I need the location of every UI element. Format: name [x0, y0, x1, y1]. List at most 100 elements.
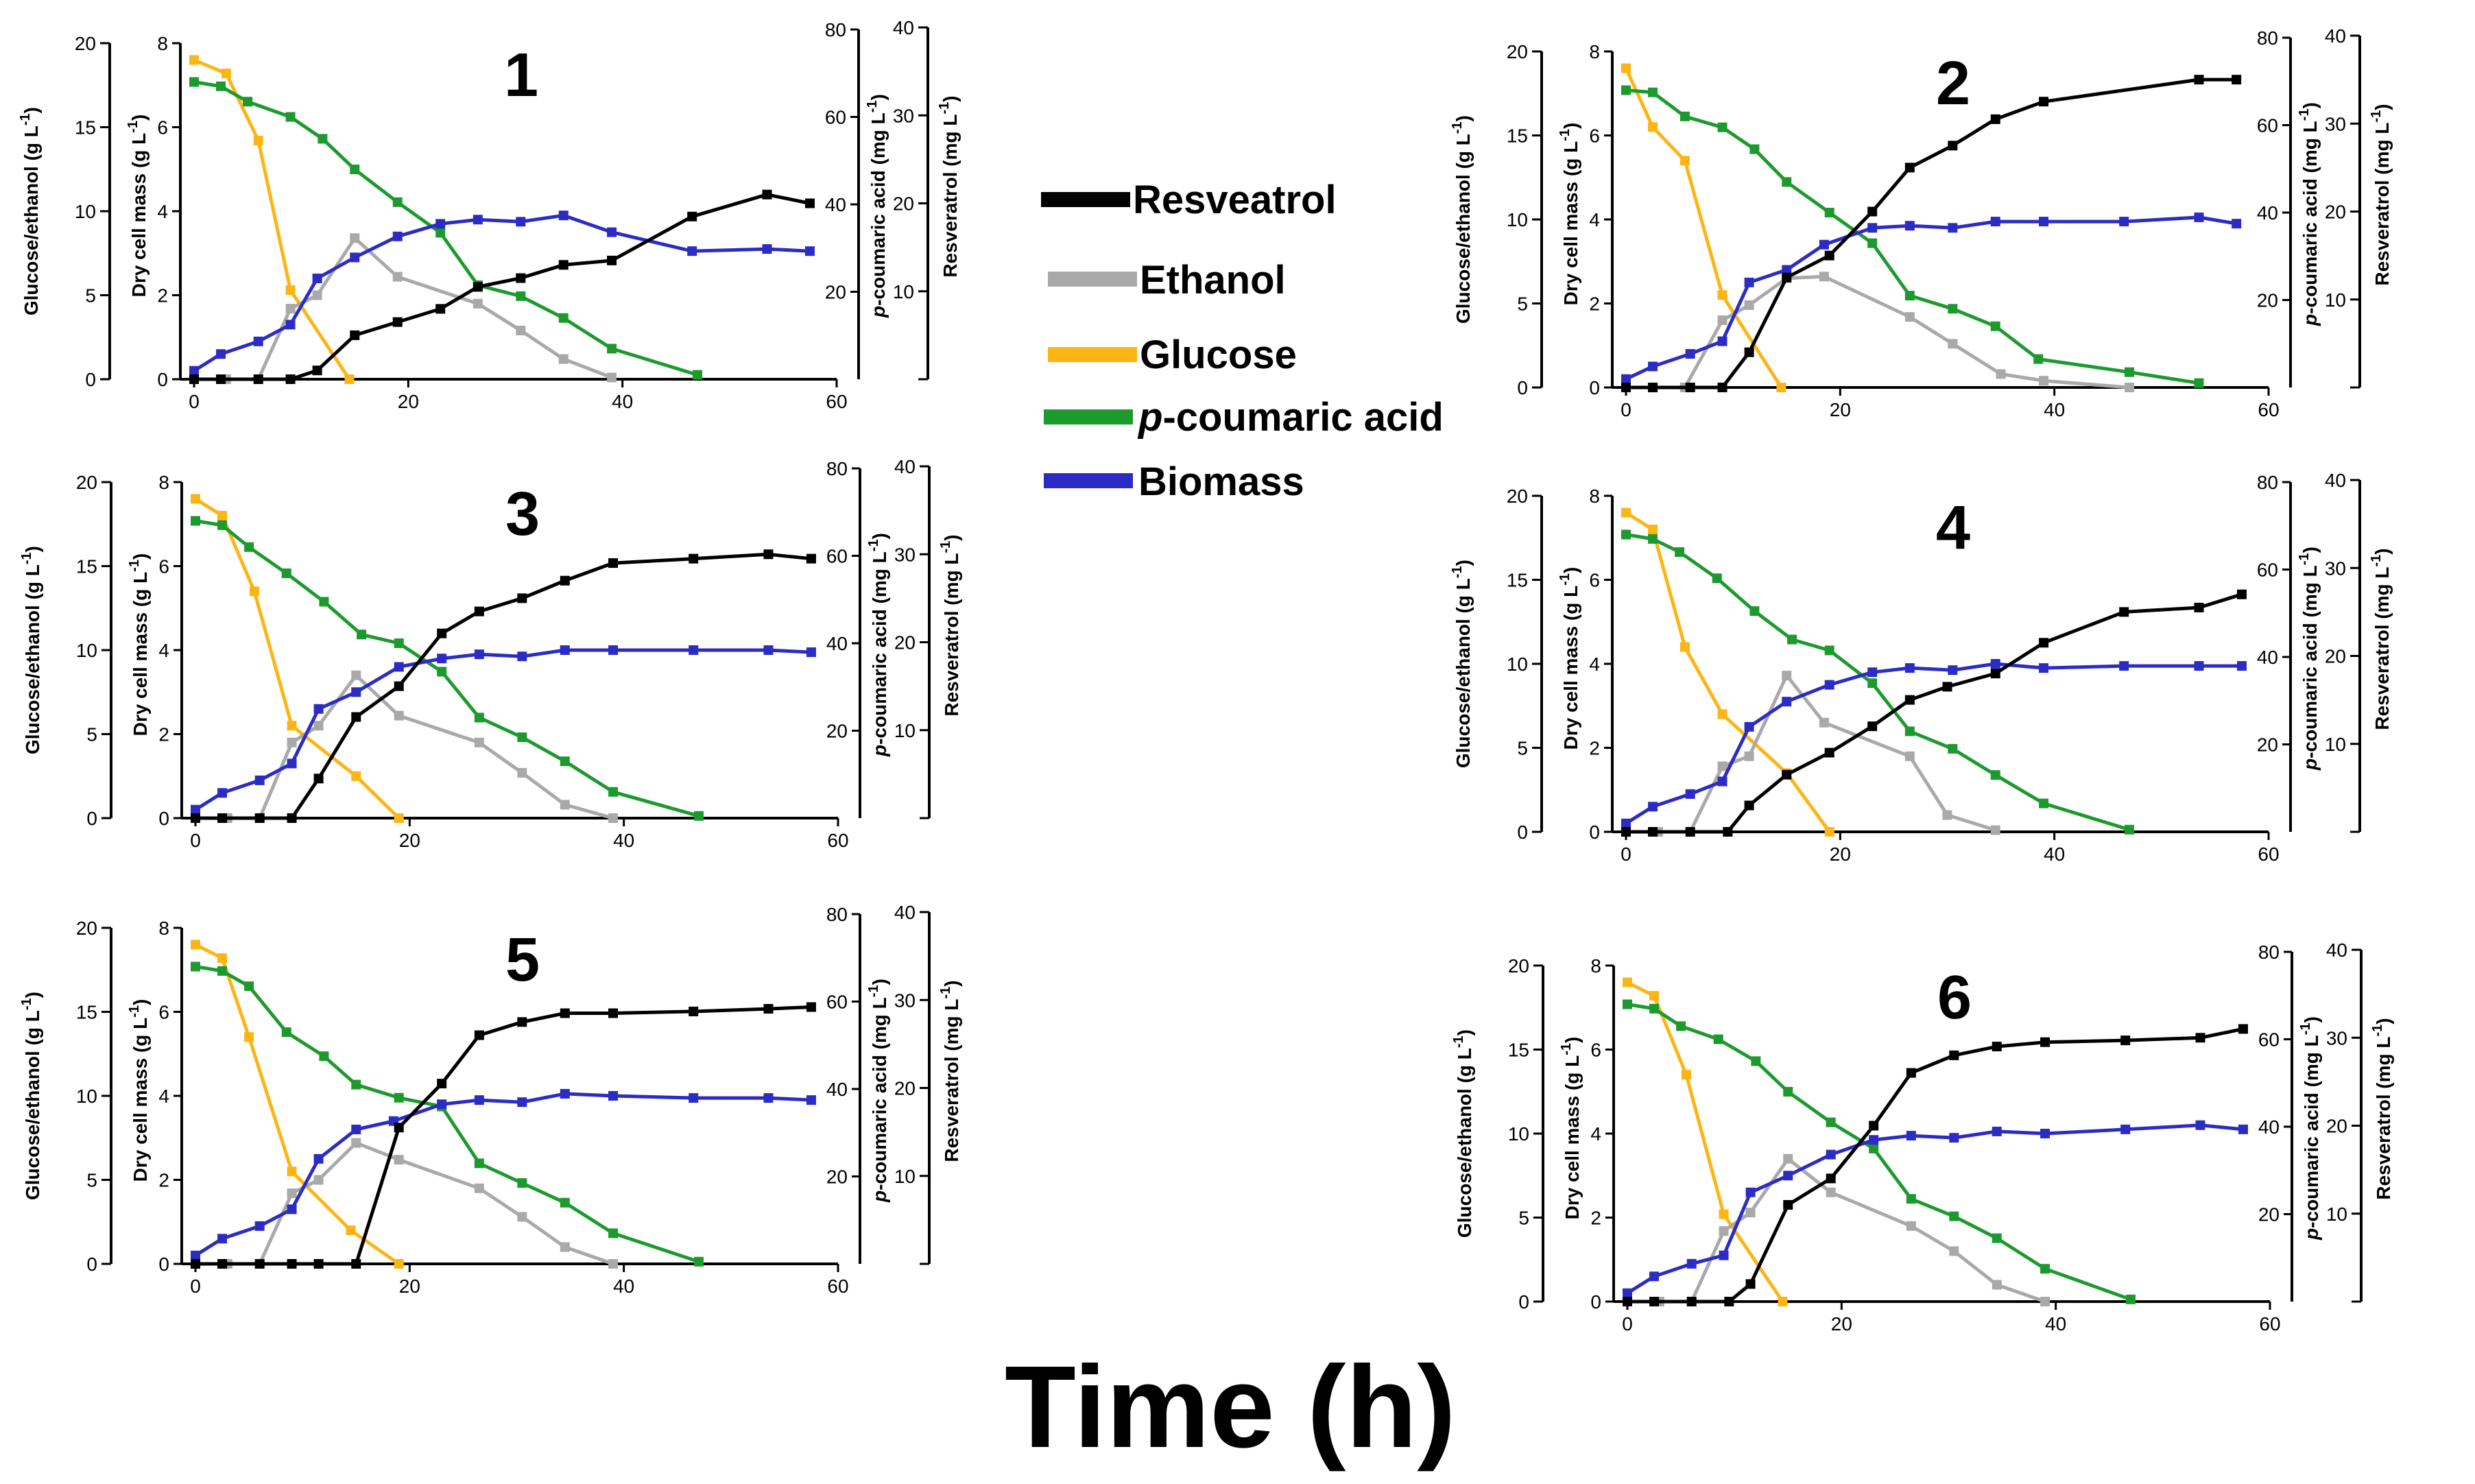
series-line-resveratrol	[195, 1005, 812, 1266]
data-point-p-coumaric-acid	[1712, 573, 1722, 584]
data-point-resveratrol	[763, 1004, 774, 1014]
data-point-p-coumaric-acid	[1990, 770, 2000, 780]
resveratrol-tick-label: 40	[894, 456, 916, 477]
glucose-ethanol-tick-label: 0	[85, 369, 96, 390]
glucose-ethanol-tick-label: 15	[76, 1002, 97, 1023]
glucose-ethanol-tick-label: 15	[1507, 570, 1528, 591]
p-coumaric-acid-tick-label: 40	[826, 633, 848, 654]
data-point-resveratrol	[1906, 1068, 1916, 1078]
legend: Resveatrol Ethanol Glucose p-coumaric ac…	[1041, 178, 1444, 504]
data-point-resveratrol	[312, 366, 322, 376]
data-point-p-coumaric-acid	[437, 667, 447, 677]
data-point-p-coumaric-acid	[2124, 824, 2134, 835]
series-line-p-coumaric-acid	[1627, 1003, 2131, 1302]
data-point-resveratrol	[763, 549, 774, 560]
data-point-biomass	[1744, 277, 1754, 287]
dry-cell-mass-tick-label: 8	[1589, 41, 1600, 62]
p-coumaric-acid-tick-label: 60	[2258, 1029, 2280, 1051]
dry-cell-mass-axis-title: Dry cell mass (g L-1)	[1557, 123, 1581, 306]
data-point-biomass	[1826, 1149, 1836, 1160]
data-point-biomass	[2194, 661, 2204, 671]
data-point-biomass	[1717, 776, 1727, 787]
data-point-resveratrol	[351, 1259, 361, 1269]
dry-cell-mass-tick-label: 6	[157, 117, 168, 139]
data-point-p-coumaric-acid	[1869, 1143, 1879, 1153]
legend-label-resveatrol: Resveatrol	[1133, 178, 1337, 222]
dry-cell-mass-tick-label: 2	[1590, 1208, 1601, 1229]
data-point-biomass	[287, 758, 297, 769]
data-point-biomass	[1948, 665, 1958, 675]
p-coumaric-acid-tick-label: 80	[2257, 27, 2278, 49]
glucose-ethanol-tick-label: 0	[86, 808, 97, 829]
series-line-glucose	[194, 943, 400, 1266]
data-point-biomass	[285, 320, 296, 330]
data-point-glucose	[217, 953, 228, 964]
data-point-resveratrol	[1869, 1121, 1879, 1131]
x-tick-label: 0	[190, 830, 201, 851]
data-point-p-coumaric-acid	[357, 630, 367, 640]
data-point-ethanol	[474, 1183, 484, 1193]
data-point-glucose	[1623, 977, 1632, 988]
legend-label-p-coumaric-acid: p-coumaric acid	[1137, 395, 1444, 440]
resveratrol-axis-title: Resveratrol (mg L-1)	[2369, 104, 2393, 285]
resveratrol-tick-label: 30	[894, 990, 916, 1011]
data-point-p-coumaric-acid	[435, 228, 446, 238]
legend-item-glucose: Glucose	[1048, 333, 1297, 377]
dry-cell-mass-tick-label: 8	[158, 918, 169, 939]
data-point-p-coumaric-acid	[1675, 547, 1685, 557]
data-point-resveratrol	[607, 255, 617, 265]
glucose-ethanol-tick-label: 5	[86, 1170, 97, 1191]
resveratrol-axis-title: Resveratrol (mg L-1)	[2369, 548, 2393, 730]
data-point-p-coumaric-acid	[1826, 1117, 1836, 1127]
dry-cell-mass-axis-title: Dry cell mass (g L-1)	[1559, 1037, 1583, 1220]
data-point-resveratrol	[313, 774, 324, 784]
data-point-p-coumaric-acid	[244, 542, 254, 552]
glucose-ethanol-tick-label: 10	[1507, 654, 1528, 675]
data-point-biomass	[473, 215, 483, 225]
data-point-p-coumaric-acid	[1787, 634, 1797, 645]
p-coumaric-acid-tick-label: 40	[825, 194, 846, 215]
data-point-biomass	[313, 704, 324, 714]
data-point-ethanol	[1996, 369, 2006, 379]
data-point-resveratrol	[1744, 347, 1754, 357]
data-point-p-coumaric-acid	[319, 597, 329, 607]
data-point-biomass	[435, 219, 446, 229]
resveratrol-tick-label: 40	[2325, 470, 2346, 491]
resveratrol-tick-label: 40	[894, 902, 916, 923]
glucose-ethanol-tick-label: 20	[76, 918, 97, 939]
data-point-p-coumaric-acid	[1867, 678, 1878, 689]
data-point-p-coumaric-acid	[351, 1079, 361, 1090]
glucose-ethanol-tick-label: 20	[1507, 486, 1528, 507]
resveratrol-tick-label: 10	[2325, 289, 2346, 311]
data-point-resveratrol	[1824, 747, 1834, 758]
series-line-p-coumaric-acid	[193, 80, 698, 376]
glucose-ethanol-tick-label: 5	[1518, 1208, 1529, 1229]
glucose-ethanol-tick-label: 0	[1517, 377, 1528, 398]
data-point-biomass	[2236, 661, 2247, 671]
data-point-p-coumaric-acid	[1648, 87, 1658, 97]
glucose-ethanol-axis-title: Glucose/ethanol (g L-1)	[1450, 115, 1474, 324]
p-coumaric-acid-tick-label: 80	[2257, 472, 2278, 493]
data-point-glucose	[285, 285, 296, 296]
x-tick-label: 20	[398, 391, 419, 412]
series-line-glucose	[194, 497, 400, 819]
data-point-p-coumaric-acid	[608, 1228, 619, 1238]
series-line-ethanol	[1626, 274, 2130, 390]
glucose-ethanol-tick-label: 0	[1518, 1291, 1529, 1313]
data-point-ethanol	[1744, 751, 1754, 761]
data-point-glucose	[1649, 991, 1660, 1001]
p-coumaric-acid-tick-label: 20	[2257, 290, 2278, 311]
data-point-p-coumaric-acid	[216, 81, 226, 91]
data-point-ethanol	[287, 737, 297, 747]
data-point-biomass	[1948, 223, 1958, 233]
data-point-resveratrol	[1867, 206, 1878, 217]
resveratrol-tick-label: 20	[2325, 202, 2346, 223]
data-point-ethanol	[473, 298, 483, 309]
x-tick-label: 40	[2044, 399, 2065, 420]
data-point-biomass	[1685, 789, 1695, 799]
glucose-ethanol-tick-label: 20	[75, 33, 96, 54]
data-point-resveratrol	[1782, 272, 1792, 283]
